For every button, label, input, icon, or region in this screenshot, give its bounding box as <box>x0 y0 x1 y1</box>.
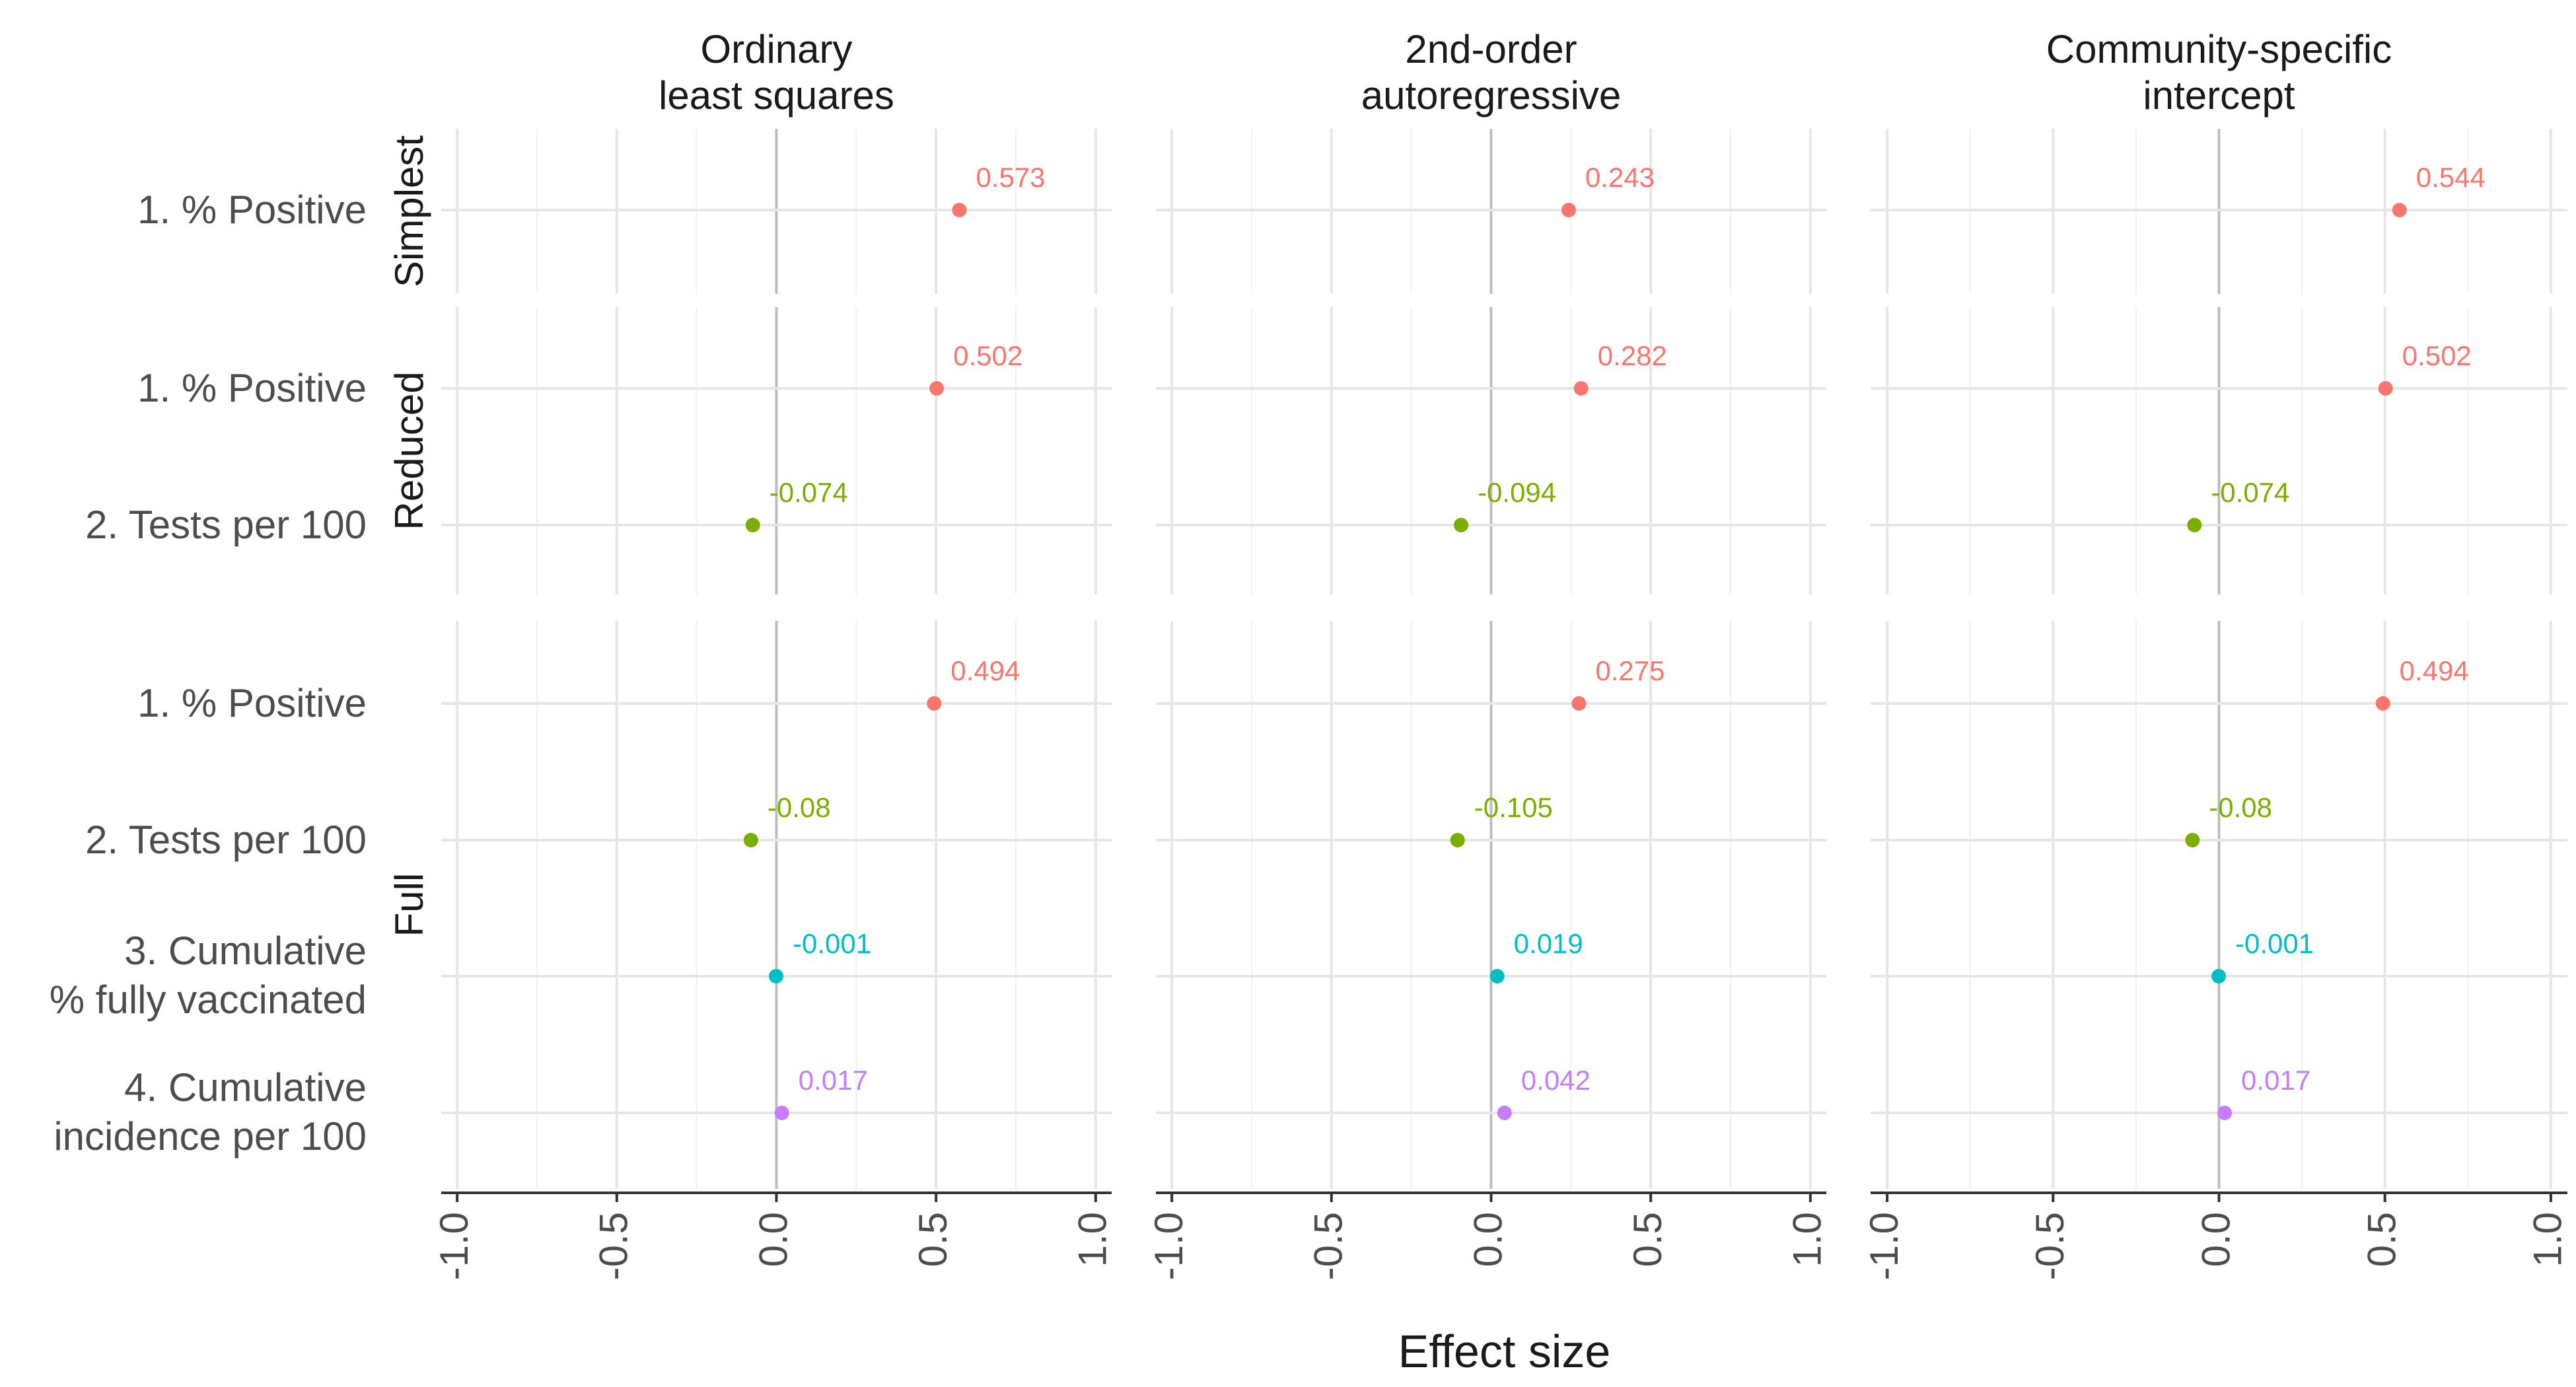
column-title-line1: Ordinary <box>700 27 852 71</box>
x-tick-label: -1.0 <box>1147 1212 1191 1280</box>
y-tick-label: 1. % Positive <box>137 188 367 232</box>
y-tick-label-line2: % fully vaccinated <box>50 978 367 1022</box>
data-label: -0.08 <box>2209 792 2272 823</box>
data-label: 0.502 <box>953 340 1022 371</box>
data-point <box>2217 1106 2233 1120</box>
data-point <box>1450 833 1465 847</box>
x-tick-label: 1.0 <box>1785 1212 1830 1267</box>
data-point <box>2392 203 2407 217</box>
x-tick-label: -1.0 <box>432 1212 476 1280</box>
data-label: 0.017 <box>799 1065 868 1096</box>
column-title-line2: intercept <box>2143 73 2295 118</box>
data-label: -0.001 <box>793 928 871 959</box>
data-point <box>2211 969 2226 983</box>
x-tick-label: 0.5 <box>911 1212 955 1267</box>
data-point <box>1454 518 1469 532</box>
data-label: 0.275 <box>1595 655 1664 686</box>
x-tick-label: 0.0 <box>2194 1212 2238 1267</box>
data-label: 0.017 <box>2241 1065 2310 1096</box>
data-label: 0.019 <box>1514 928 1583 959</box>
data-point <box>952 203 967 217</box>
y-tick-label: 1. % Positive <box>137 366 367 410</box>
x-tick-label: 0.5 <box>1626 1212 1670 1267</box>
data-label: -0.074 <box>2211 477 2289 508</box>
data-point <box>1561 203 1576 217</box>
y-tick-label: 1. % Positive <box>137 681 367 725</box>
x-axis-label: Effect size <box>1398 1326 1611 1377</box>
data-label: -0.074 <box>769 477 848 508</box>
data-point <box>774 1106 789 1120</box>
data-point <box>769 969 784 983</box>
data-point <box>1573 381 1589 396</box>
column-title-line1: 2nd-order <box>1405 27 1577 71</box>
column-title-line2: least squares <box>659 73 894 118</box>
data-point <box>2378 381 2393 396</box>
row-strip-label: Simplest <box>387 135 431 287</box>
data-point <box>1497 1106 1512 1120</box>
x-tick-label: -0.5 <box>2028 1212 2072 1280</box>
x-tick-label: 1.0 <box>1071 1212 1115 1267</box>
data-point <box>2187 518 2202 532</box>
data-label: 0.243 <box>1585 162 1655 193</box>
x-tick-label: -0.5 <box>592 1212 636 1280</box>
data-label: -0.001 <box>2235 928 2314 959</box>
data-point <box>929 381 945 396</box>
x-tick-label: 0.0 <box>751 1212 795 1267</box>
row-strip-label: Full <box>387 873 431 937</box>
row-strip-label: Reduced <box>387 371 431 530</box>
data-point <box>1571 696 1587 711</box>
column-title-line2: autoregressive <box>1361 73 1622 118</box>
y-tick-label-line1: 4. Cumulative <box>124 1065 367 1110</box>
y-tick-label: 2. Tests per 100 <box>85 503 367 547</box>
data-point <box>745 518 760 532</box>
data-label: 0.502 <box>2402 340 2472 371</box>
x-tick-label: 1.0 <box>2526 1212 2570 1267</box>
y-tick-label-line2: incidence per 100 <box>54 1114 367 1158</box>
y-tick-label: 2. Tests per 100 <box>85 818 367 862</box>
column-title-line1: Community-specific <box>2046 27 2392 71</box>
data-label: -0.105 <box>1474 792 1553 823</box>
x-tick-label: -0.5 <box>1306 1212 1351 1280</box>
x-tick-label: -1.0 <box>1862 1212 1906 1280</box>
data-label: -0.08 <box>768 792 831 823</box>
data-point <box>927 696 942 711</box>
x-tick-label: 0.5 <box>2360 1212 2404 1267</box>
data-label: 0.544 <box>2416 162 2486 193</box>
x-tick-label: 0.0 <box>1466 1212 1510 1267</box>
data-label: 0.494 <box>950 655 1020 686</box>
data-point <box>743 833 758 847</box>
data-label: 0.042 <box>1521 1065 1591 1096</box>
data-point <box>2185 833 2200 847</box>
data-label: 0.494 <box>2400 655 2469 686</box>
y-tick-label-line1: 3. Cumulative <box>124 929 367 973</box>
data-label: 0.573 <box>976 162 1045 193</box>
data-point <box>1489 969 1505 983</box>
data-label: -0.094 <box>1478 477 1556 508</box>
data-label: 0.282 <box>1598 340 1667 371</box>
data-point <box>2375 696 2390 711</box>
